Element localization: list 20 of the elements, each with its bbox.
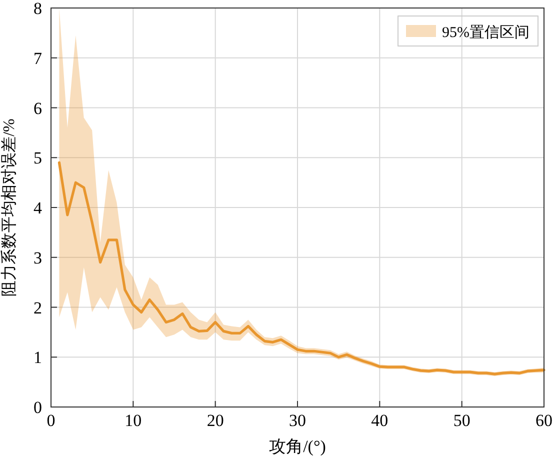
legend-label: 95%置信区间 xyxy=(442,24,530,41)
y-tick-label: 0 xyxy=(34,398,42,417)
y-tick-label: 1 xyxy=(34,348,42,368)
y-tick-label: 6 xyxy=(34,98,42,118)
y-tick-label: 4 xyxy=(34,198,42,218)
x-tick-label: 50 xyxy=(453,411,470,430)
y-tick-label: 7 xyxy=(34,48,42,68)
x-axis-title: 攻角/(°) xyxy=(269,437,326,456)
x-tick-label: 60 xyxy=(536,411,552,430)
x-tick-label: 10 xyxy=(124,411,142,430)
x-tick-label: 20 xyxy=(206,411,224,430)
x-tick-label: 30 xyxy=(289,411,306,430)
line-series xyxy=(58,161,546,376)
y-tick-label: 3 xyxy=(34,248,42,268)
x-tick-label: 0 xyxy=(46,411,56,430)
y-tick-label: 8 xyxy=(34,0,42,18)
y-tick-label: 2 xyxy=(34,298,42,318)
x-tick-label: 40 xyxy=(371,411,388,430)
y-tick-label: 5 xyxy=(34,148,42,168)
y-axis-title: 阻力系数平均相对误差/% xyxy=(0,118,18,296)
